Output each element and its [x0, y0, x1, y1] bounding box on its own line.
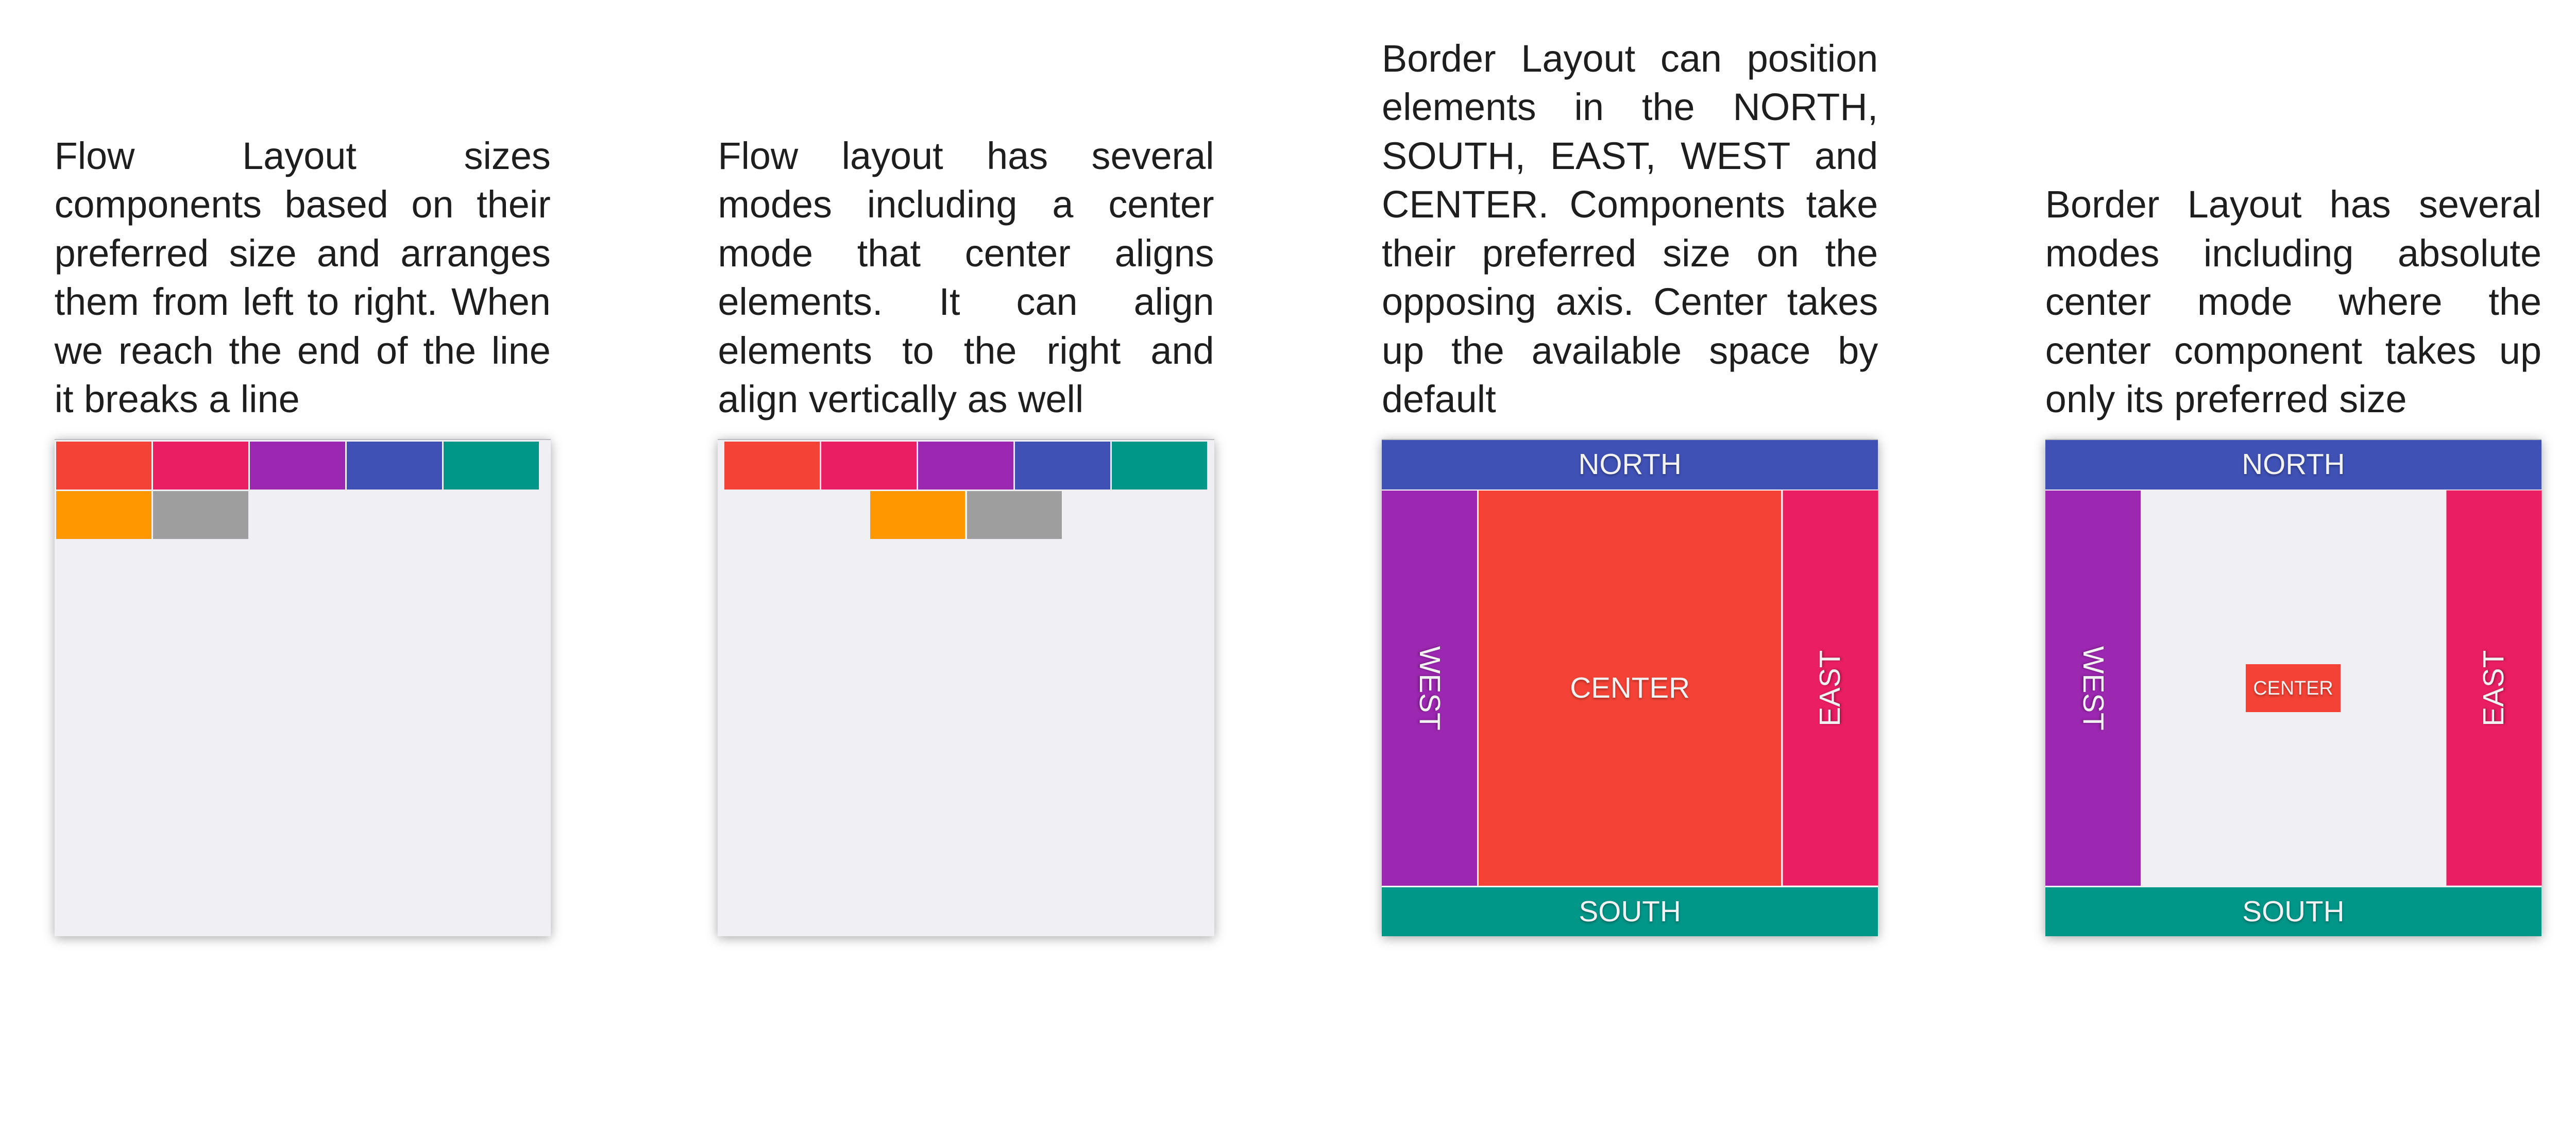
flow-box-teal [444, 442, 539, 490]
border-layout-absolute-center-demo: NORTH WEST CENTER EAST SOUTH [2045, 438, 2542, 937]
flow-box-teal [1112, 442, 1207, 490]
center-region: CENTER [1479, 491, 1782, 886]
border-absolute-center-description: Border Layout has several modes includin… [2045, 183, 2542, 420]
flow-box-orange [870, 491, 965, 539]
flow-box-indigo [1015, 442, 1110, 490]
flow-layout-description: Flow Layout sizes components based on th… [54, 134, 551, 420]
south-region: SOUTH [2045, 887, 2542, 936]
flow-box-grey [153, 491, 248, 539]
north-region: NORTH [1382, 440, 1878, 490]
flow-box-red [56, 442, 151, 490]
flow-box-purple [250, 442, 345, 490]
west-region: WEST [1382, 491, 1478, 886]
flow-layout-left-demo [54, 438, 551, 937]
flow-box-indigo [347, 442, 442, 490]
border-layout-description: Border Layout can position elements in t… [1382, 37, 1878, 420]
west-region: WEST [2045, 491, 2141, 886]
flow-layout-description-area: Flow Layout sizes components based on th… [55, 0, 551, 424]
flow-box-pink [821, 442, 917, 490]
flow-center-description: Flow layout has several modes including … [718, 134, 1214, 420]
east-region: EAST [1782, 491, 1878, 886]
flow-box-orange [56, 491, 151, 539]
border-absolute-center-description-area: Border Layout has several modes includin… [2045, 0, 2541, 424]
border-layout-description-area: Border Layout can position elements in t… [1382, 0, 1878, 424]
flow-box-red [724, 442, 820, 490]
flow-box-grey [967, 491, 1062, 539]
south-region: SOUTH [1382, 887, 1878, 936]
flow-box-pink [153, 442, 248, 490]
flow-center-description-area: Flow layout has several modes including … [718, 0, 1214, 424]
east-region: EAST [2446, 491, 2542, 886]
flow-layout-center-demo [718, 438, 1214, 937]
border-layout-demo: NORTH WEST CENTER EAST SOUTH [1382, 438, 1878, 937]
center-region: CENTER [2245, 664, 2341, 712]
north-region: NORTH [2045, 440, 2542, 490]
flow-box-purple [918, 442, 1013, 490]
